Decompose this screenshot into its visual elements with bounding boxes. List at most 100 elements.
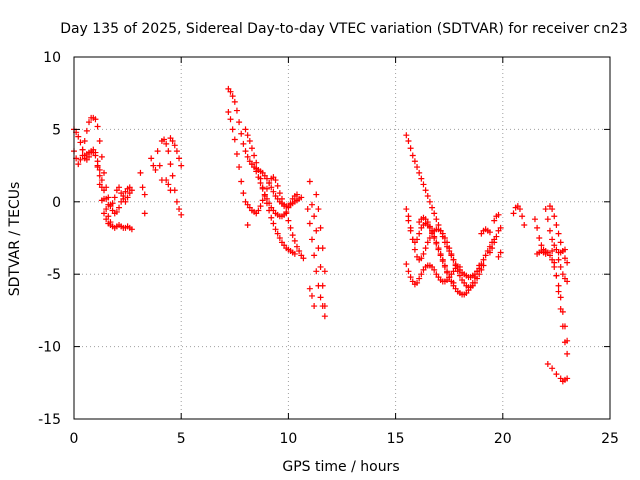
data-point <box>81 137 88 144</box>
series-arc-7 <box>148 155 159 173</box>
data-point <box>272 226 279 233</box>
data-point <box>178 211 185 218</box>
data-point <box>268 184 275 191</box>
data-points <box>71 85 571 385</box>
data-point <box>420 250 427 257</box>
series-arc-20 <box>313 191 328 275</box>
y-tick-label: 5 <box>52 122 61 138</box>
series-arc-39 <box>555 256 571 285</box>
data-point <box>270 220 277 227</box>
data-point <box>308 236 315 243</box>
data-point <box>311 213 318 220</box>
data-point <box>236 119 243 126</box>
data-point <box>171 142 178 149</box>
data-point <box>450 256 457 263</box>
data-point <box>298 194 305 201</box>
data-point <box>422 245 429 252</box>
data-point <box>416 275 423 282</box>
data-point <box>270 188 277 195</box>
data-point <box>561 339 568 346</box>
data-point <box>156 162 163 169</box>
data-point <box>311 303 318 310</box>
data-point <box>285 204 292 211</box>
data-point <box>98 197 105 204</box>
data-point <box>429 227 436 234</box>
data-point <box>559 248 566 255</box>
data-point <box>497 224 504 231</box>
data-point <box>152 166 159 173</box>
series-arc-3 <box>94 162 135 233</box>
data-point <box>315 206 322 213</box>
data-point <box>101 210 108 217</box>
data-point <box>424 193 431 200</box>
data-point <box>441 235 448 241</box>
data-point <box>433 239 440 246</box>
data-point <box>416 230 423 237</box>
x-tick-label: 5 <box>177 431 186 447</box>
data-point <box>163 177 170 184</box>
data-point <box>317 263 324 270</box>
data-point <box>306 178 313 185</box>
data-point <box>542 250 549 257</box>
data-point <box>411 246 418 253</box>
data-point <box>229 93 236 100</box>
series-arc-28 <box>491 211 502 224</box>
data-point <box>169 172 176 179</box>
data-point <box>266 179 273 186</box>
data-point <box>431 210 438 217</box>
data-point <box>407 224 414 231</box>
series-arc-16 <box>248 161 300 220</box>
data-point <box>478 266 485 273</box>
data-point <box>116 204 123 211</box>
data-point <box>564 375 571 382</box>
data-point <box>259 197 266 204</box>
data-point <box>251 152 258 159</box>
data-point <box>405 268 412 275</box>
data-point <box>242 126 249 133</box>
series-arc-6 <box>141 210 148 217</box>
data-point <box>549 248 556 255</box>
data-point <box>141 210 148 217</box>
data-point <box>178 162 185 169</box>
x-tick-labels: 0 5 10 15 20 25 <box>70 431 619 447</box>
data-point <box>98 153 105 160</box>
data-point <box>405 137 412 144</box>
data-point <box>75 161 82 168</box>
data-point <box>92 149 99 156</box>
data-point <box>248 145 255 152</box>
data-point <box>497 249 504 256</box>
data-point <box>163 140 170 147</box>
data-point <box>263 195 270 202</box>
data-point <box>311 252 318 259</box>
data-point <box>124 194 131 201</box>
data-point <box>444 239 451 246</box>
data-point <box>253 159 260 166</box>
data-point <box>96 181 103 188</box>
data-point <box>101 169 108 176</box>
data-point <box>287 200 294 207</box>
data-point <box>296 248 303 255</box>
data-point <box>251 164 258 171</box>
data-point <box>236 164 243 171</box>
data-point <box>231 98 238 105</box>
data-point <box>411 158 418 165</box>
data-point <box>173 148 180 155</box>
data-point <box>559 271 566 278</box>
data-point <box>317 224 324 231</box>
data-point <box>564 350 571 357</box>
data-point <box>407 274 414 281</box>
data-point <box>414 279 421 286</box>
data-point <box>96 172 103 179</box>
data-point <box>244 153 251 160</box>
data-point <box>435 245 442 252</box>
data-point <box>448 250 455 257</box>
data-point <box>167 187 174 194</box>
data-point <box>285 217 292 224</box>
data-point <box>482 252 489 259</box>
plot-frame <box>73 56 611 420</box>
data-point <box>255 207 262 214</box>
data-point <box>557 263 564 270</box>
data-point <box>246 137 253 144</box>
data-point <box>493 233 500 240</box>
series-arc-32 <box>521 221 528 228</box>
